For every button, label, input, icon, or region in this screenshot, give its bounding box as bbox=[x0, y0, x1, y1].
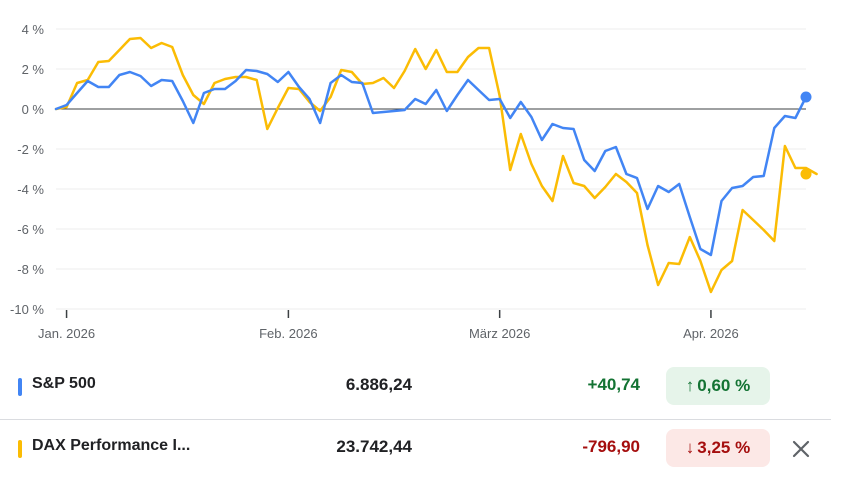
y-tick-label: -2 % bbox=[17, 142, 44, 157]
series-line-dax bbox=[54, 36, 818, 294]
comparison-chart: 4 % 2 % 0 % -2 % -4 % -6 % -8 % -10 % Jan. 2026… bbox=[10, 22, 818, 341]
series-line-sp500 bbox=[54, 68, 808, 257]
series-change: +40,74 bbox=[587, 375, 640, 394]
close-icon[interactable] bbox=[789, 437, 813, 461]
series-color-marker bbox=[18, 440, 22, 458]
x-tick-label: Apr. 2026 bbox=[683, 326, 739, 341]
series-change: -796,90 bbox=[582, 437, 640, 456]
x-tick-label: März 2026 bbox=[469, 326, 530, 341]
y-axis: 4 % 2 % 0 % -2 % -4 % -6 % -8 % -10 % bbox=[10, 22, 44, 317]
series-name: S&P 500 bbox=[32, 375, 96, 392]
series-price: 6.886,24 bbox=[345, 375, 412, 394]
arrow-up-icon: ↑ bbox=[685, 376, 695, 395]
percent-change-badge: ↓ 3,25 % bbox=[666, 429, 770, 467]
x-axis: Jan. 2026 Feb. 2026 März 2026 Apr. 2026 bbox=[38, 310, 739, 341]
x-tick-label: Jan. 2026 bbox=[38, 326, 95, 341]
series-endpoint-dax bbox=[800, 168, 812, 180]
series-name: DAX Performance I... bbox=[32, 437, 191, 454]
y-tick-label: -6 % bbox=[17, 222, 44, 237]
percent-change-badge: ↑ 0,60 % bbox=[666, 367, 770, 405]
series-price: 23.742,44 bbox=[336, 437, 412, 456]
y-tick-label: -8 % bbox=[17, 262, 44, 277]
x-tick-label: Feb. 2026 bbox=[259, 326, 318, 341]
arrow-down-icon: ↓ bbox=[685, 438, 695, 457]
grid-lines bbox=[56, 28, 806, 310]
y-tick-label: -4 % bbox=[17, 182, 44, 197]
y-tick-label: -10 % bbox=[10, 302, 44, 317]
series-lines bbox=[54, 36, 818, 294]
series-color-marker bbox=[18, 378, 22, 396]
y-tick-label: 4 % bbox=[22, 22, 45, 37]
percent-change: 0,60 % bbox=[697, 376, 751, 395]
percent-change: 3,25 % bbox=[697, 438, 751, 457]
legend-row-dax[interactable]: DAX Performance I... 23.742,44 -796,90 ↓… bbox=[0, 419, 831, 478]
y-tick-label: 0 % bbox=[22, 102, 45, 117]
y-tick-label: 2 % bbox=[22, 62, 45, 77]
series-endpoint-sp500 bbox=[800, 91, 812, 103]
legend-row-sp500[interactable]: S&P 500 6.886,24 +40,74 ↑ 0,60 % bbox=[0, 358, 831, 416]
